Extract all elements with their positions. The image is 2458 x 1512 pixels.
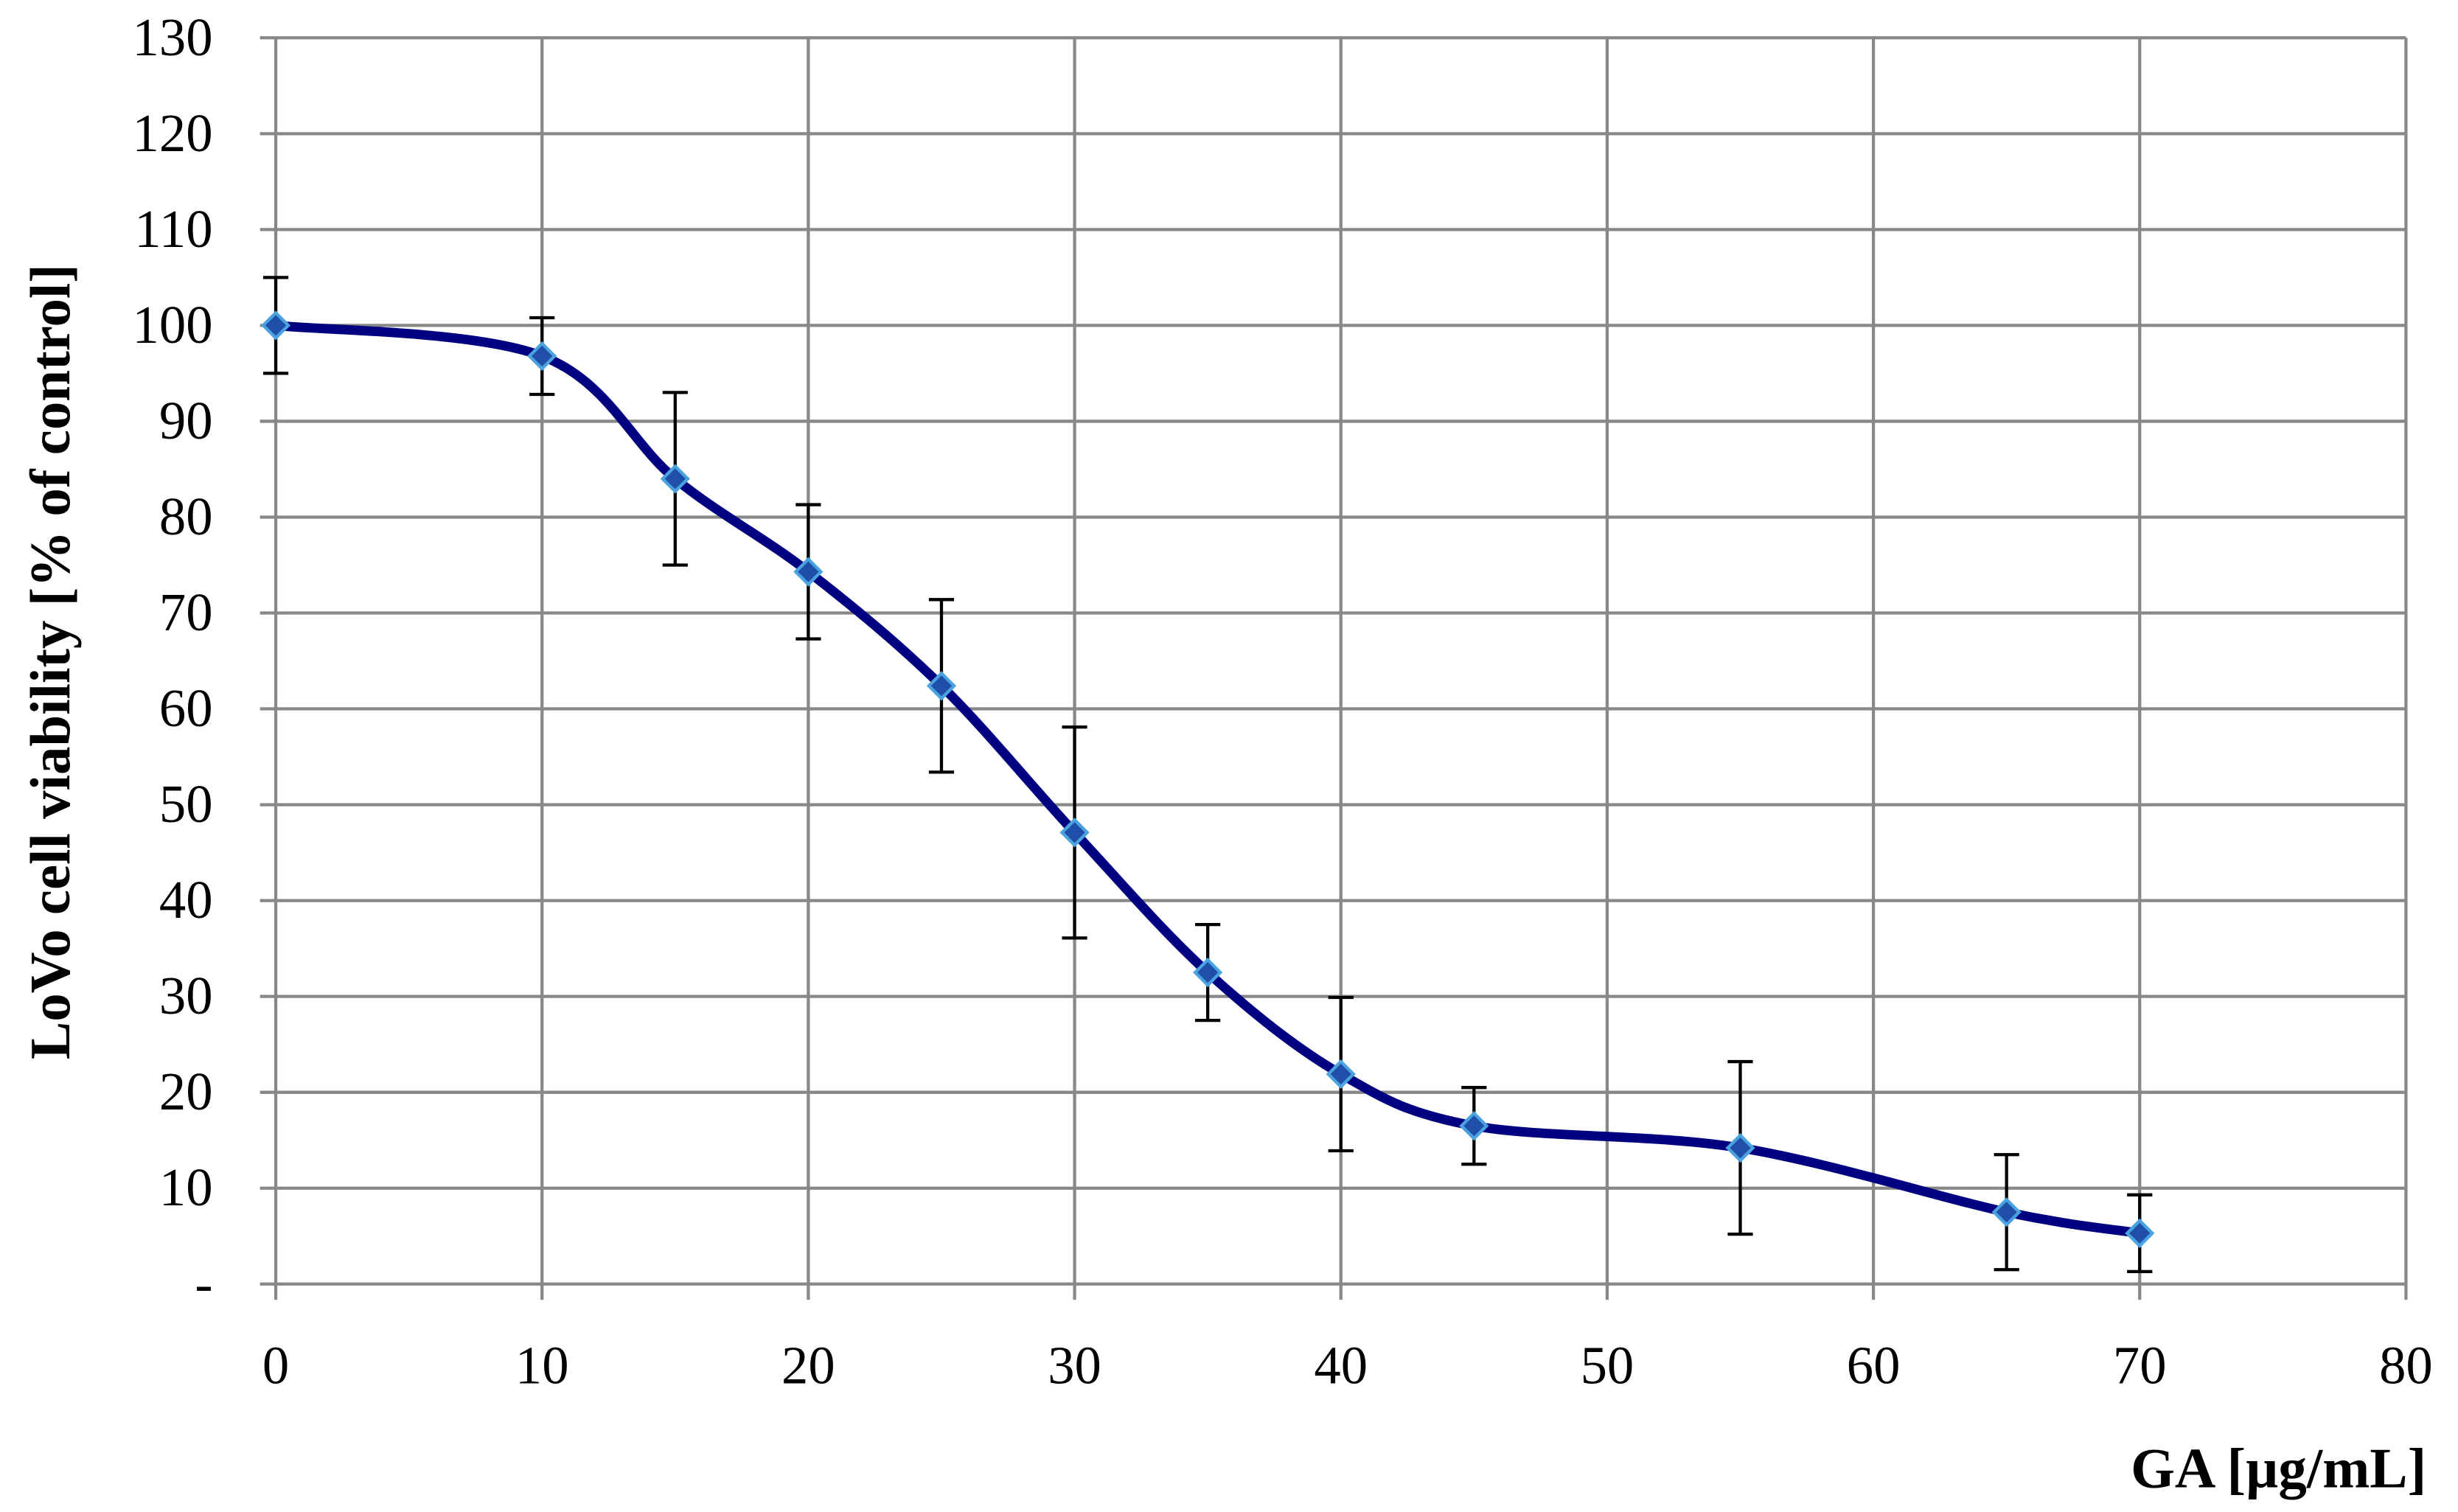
marker [793,557,824,587]
x-tick-label: 10 [515,1335,569,1395]
y-tick-label: 70 [159,582,213,642]
y-tick-label: 80 [159,487,213,546]
x-tick-label: 70 [2113,1335,2167,1395]
marker [1725,1132,1755,1163]
y-tick-label: 120 [133,103,213,163]
marker [660,464,690,494]
x-tick-label: 40 [1314,1335,1368,1395]
x-tick-label: 0 [262,1335,289,1395]
marker [1059,818,1090,848]
x-tick-label: 30 [1048,1335,1101,1395]
x-tick-label: 80 [2379,1335,2433,1395]
marker [1193,958,1223,988]
x-axis-title: GA [µg/mL] [2131,1436,2426,1499]
y-tick-label: 50 [159,774,213,834]
y-tick-label: 90 [159,391,213,450]
marker [1326,1059,1356,1090]
y-tick-label: 10 [159,1157,213,1217]
y-axis-title: LoVo cell viability [% of control] [18,264,82,1059]
marker [527,341,557,372]
y-tick-label: 30 [159,966,213,1025]
x-tick-label: 20 [781,1335,835,1395]
x-tick-label: 60 [1847,1335,1901,1395]
marker [260,310,291,341]
y-tick-label: 100 [133,295,213,355]
y-tick-label: 40 [159,870,213,930]
marker [926,671,957,701]
x-tick-label: 50 [1581,1335,1634,1395]
marker [1991,1197,2022,1227]
y-tick-label: 130 [133,7,213,67]
y-tick-label: 60 [159,678,213,738]
line [275,321,2141,1238]
y-tick-label: 20 [159,1062,213,1121]
y-tick-label: - [195,1253,212,1313]
marker [2125,1218,2155,1248]
marker [1459,1111,1489,1141]
y-tick-label: 110 [134,199,212,259]
